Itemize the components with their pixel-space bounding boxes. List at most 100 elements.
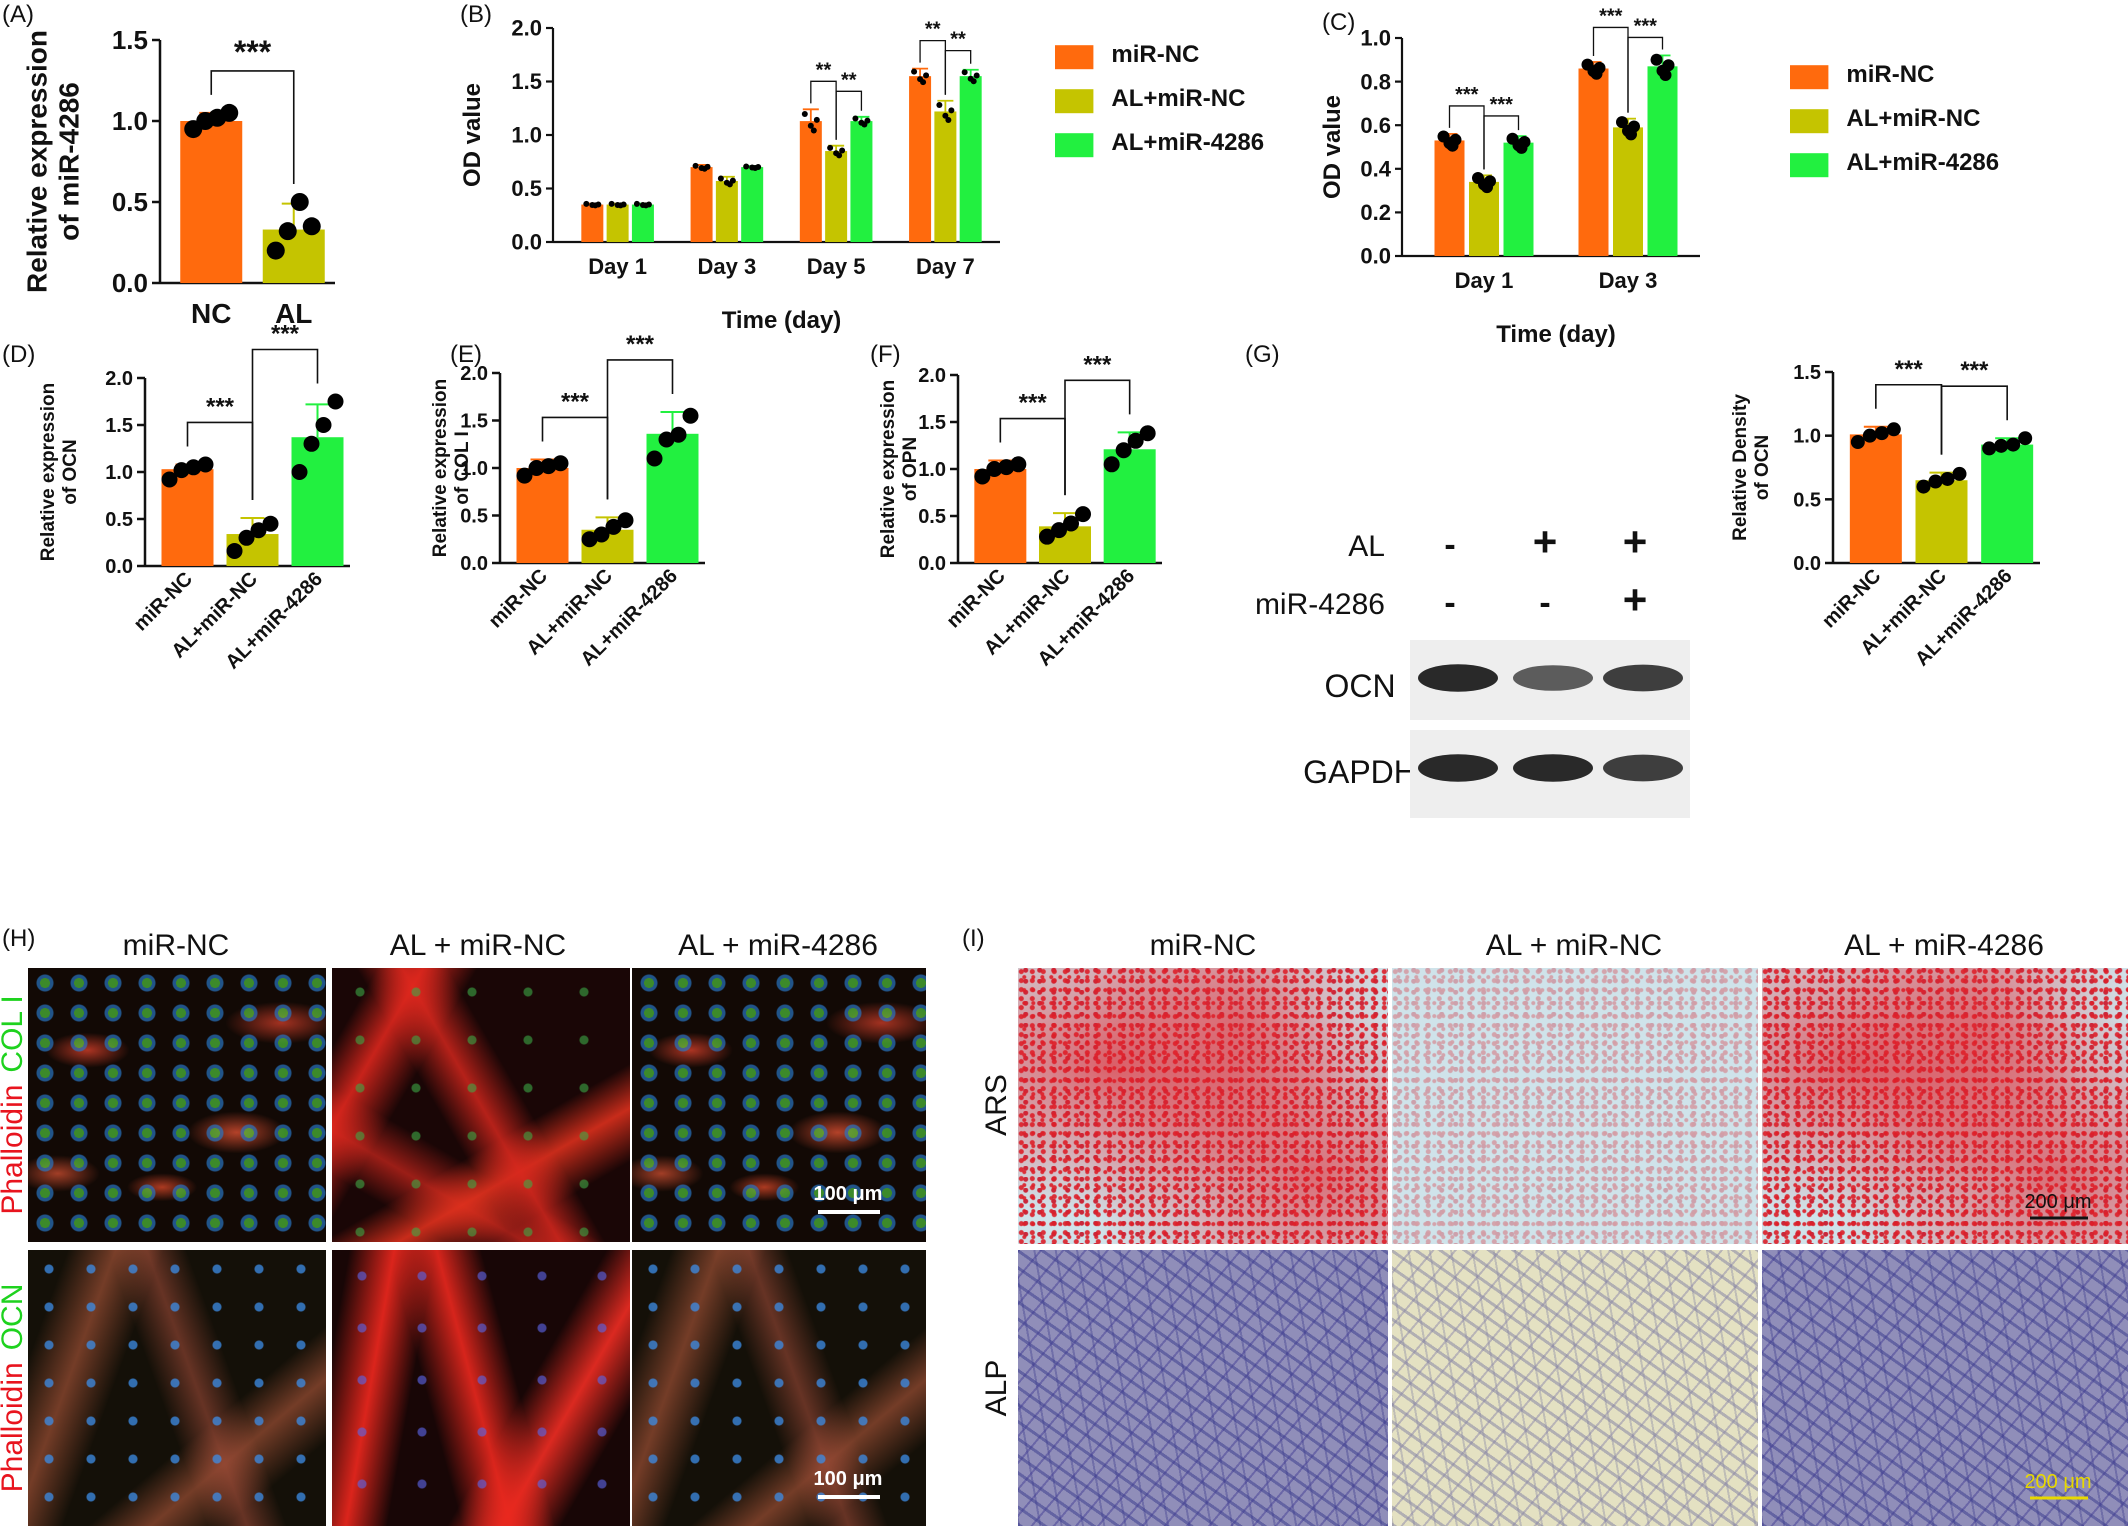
chart-b: 0.0 0.5 1.0 1.5 2.0 OD value Time (day) Day 1 Da…	[459, 16, 1000, 334]
data-point	[942, 112, 949, 119]
y-tick-label: 0.5	[105, 509, 133, 531]
bar	[715, 181, 738, 242]
y-tick-label: 2.0	[511, 16, 542, 41]
data-point	[1139, 425, 1156, 442]
data-point	[1659, 69, 1672, 82]
significance-bracket	[1627, 36, 1664, 113]
data-point	[1075, 506, 1091, 523]
data-point	[173, 462, 190, 479]
y-axis-label-line: of OPN	[900, 437, 921, 501]
stain-label-alp: ALP	[980, 1360, 1013, 1417]
chart-g: 0.0 0.5 1.0 1.5 Relative Densityof OCN miR-NC…	[1730, 356, 2040, 671]
data-point	[836, 152, 843, 159]
x-tick-label: Day 5	[807, 254, 866, 279]
significance-bracket	[210, 70, 295, 184]
y-tick-label: 0.5	[112, 187, 148, 217]
x-tick-label: Day 3	[698, 254, 757, 279]
data-point	[986, 461, 1003, 477]
y-tick-label: 0.0	[1360, 244, 1391, 269]
data-point	[923, 72, 930, 79]
significance-bracket	[1483, 115, 1520, 170]
bar	[291, 437, 344, 566]
data-point	[552, 455, 569, 472]
legend-b: miR-NC AL+miR-NC AL+miR-4286	[1055, 41, 1264, 158]
stain-label-part: Phalloidin	[0, 1362, 29, 1492]
blot-row-label: miR-4286	[1255, 588, 1385, 621]
y-axis-label-line: Relative expression	[430, 379, 451, 557]
data-point	[608, 200, 615, 207]
data-point	[658, 431, 675, 448]
data-point	[185, 459, 202, 476]
x-tick-label: Day 3	[1599, 268, 1658, 293]
y-tick-label: 1.5	[511, 69, 542, 94]
data-point	[1952, 466, 1967, 481]
y-tick-label: 1.0	[511, 123, 542, 148]
data-point	[717, 175, 724, 182]
x-tick-label: NC	[191, 298, 231, 329]
data-point	[911, 68, 918, 75]
panel-label: (C)	[1322, 9, 1355, 36]
data-point	[226, 542, 243, 559]
bar	[850, 121, 873, 242]
y-tick-label: 1.5	[918, 412, 946, 434]
data-point	[303, 435, 320, 452]
data-point	[852, 115, 859, 122]
y-axis-label: Relative Densityof OCN	[1730, 394, 1773, 541]
data-point	[646, 450, 663, 467]
data-point	[1850, 435, 1865, 450]
data-point	[701, 165, 708, 172]
bar	[1503, 142, 1534, 256]
micrograph-h-al-mirnc-coli	[332, 968, 630, 1242]
legend-label: miR-NC	[1846, 61, 1934, 88]
blot-sign: +	[1623, 518, 1648, 565]
data-point	[2006, 437, 2021, 452]
legend-swatch	[1055, 89, 1094, 114]
bar	[690, 167, 713, 242]
y-tick-label: 0.6	[1360, 113, 1391, 138]
x-tick-label: Day 7	[916, 254, 975, 279]
x-tick-label: miR-NC	[1818, 565, 1885, 632]
legend-swatch	[1055, 45, 1094, 70]
bar	[1915, 480, 1968, 563]
data-point	[1650, 53, 1663, 66]
micrograph-labels: miR-NC AL + miR-NC AL + miR-4286 miR-NC AL +…	[0, 929, 2044, 1492]
data-point	[633, 200, 640, 207]
blot-sign: +	[1533, 518, 1558, 565]
y-axis-label: Relative expressionof miR-4286	[21, 30, 84, 293]
panel-label: (G)	[1245, 341, 1280, 368]
micrograph-h-al-mir4286-coli	[632, 968, 926, 1242]
y-tick-label: 1.0	[918, 459, 946, 481]
stain-label-ars: ARS	[980, 1074, 1013, 1136]
micrograph-column-label: miR-NC	[1150, 929, 1257, 962]
y-tick-label: 0.4	[1360, 157, 1391, 182]
significance-bracket	[835, 90, 863, 140]
y-axis-label-line: of OCN	[60, 439, 81, 504]
bar	[1981, 444, 2034, 563]
y-tick-label: 2.0	[918, 365, 946, 387]
data-point	[592, 202, 599, 209]
panel-labels: (A) (B) (C) (D) (E) (F) (G) (H) (I)	[2, 1, 1355, 952]
significance-label: **	[816, 59, 832, 81]
significance-label: ***	[206, 393, 235, 420]
micrograph-column-label: AL + miR-NC	[1486, 929, 1662, 962]
data-point	[1010, 456, 1027, 473]
panel-label: (D)	[2, 341, 35, 368]
y-tick-label: 0.5	[918, 506, 946, 528]
y-axis-label-line: Relative Density	[1730, 394, 1751, 541]
y-axis-label-line: Relative expression	[38, 383, 59, 561]
micrograph-column-label: AL + miR-NC	[390, 929, 566, 962]
bar	[934, 111, 957, 243]
micrograph-i-al-mir4286-ars	[1762, 968, 2128, 1244]
significance-bracket	[251, 348, 319, 501]
legend-label: AL+miR-4286	[1846, 149, 1999, 176]
significance-label: ***	[1599, 5, 1623, 27]
y-tick-label: 0.5	[511, 176, 542, 201]
legend-swatch	[1790, 65, 1829, 90]
blot-sign: +	[1623, 576, 1648, 623]
micrograph-h-al-mir4286-ocn	[632, 1250, 926, 1526]
y-axis-label-line: Relative expression	[878, 380, 899, 558]
data-point	[642, 202, 649, 209]
x-tick-label: miR-NC	[942, 565, 1009, 632]
significance-bracket	[1064, 379, 1131, 496]
